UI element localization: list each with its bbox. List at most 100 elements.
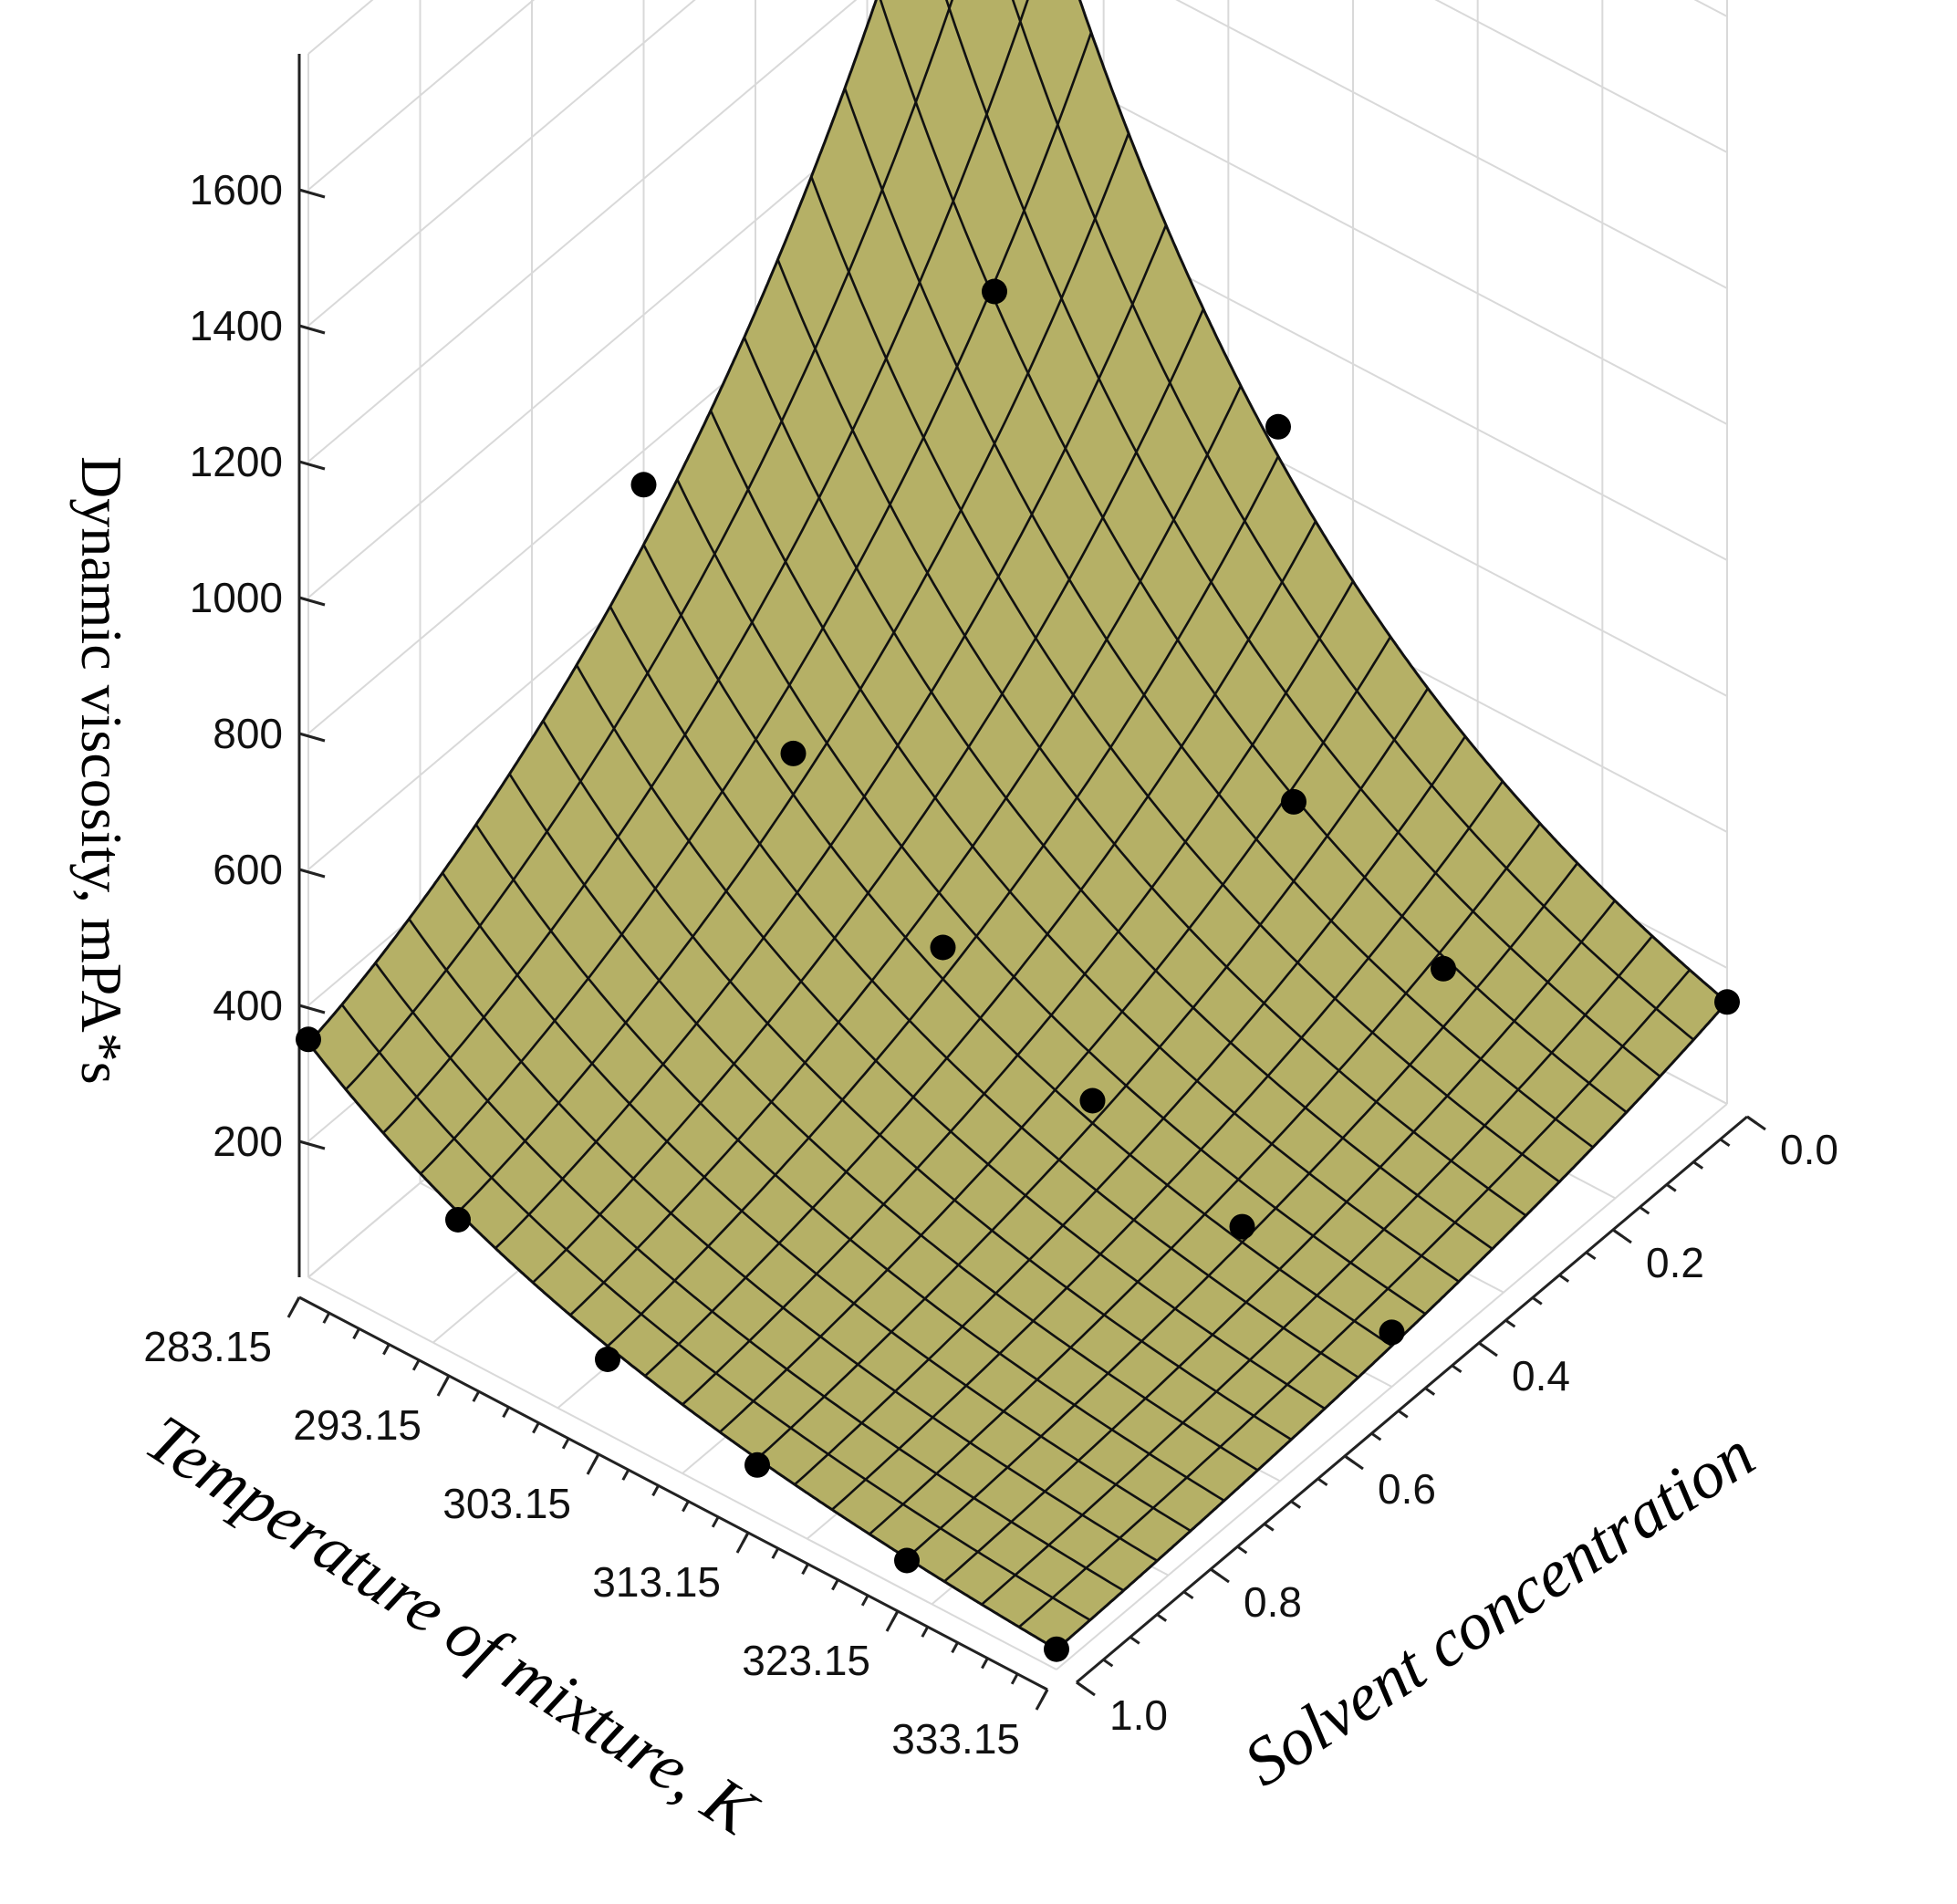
y-minor-tick xyxy=(1129,1636,1140,1645)
y-minor-tick xyxy=(1558,1274,1570,1283)
x-minor-tick xyxy=(352,1327,360,1340)
x-tick-label: 313.15 xyxy=(592,1558,721,1606)
y-minor-tick xyxy=(1451,1364,1463,1374)
y-minor-tick xyxy=(1317,1477,1328,1487)
x-minor-tick xyxy=(621,1469,630,1481)
z-axis-title: Dynamic viscosity, mPA*s xyxy=(69,456,134,1085)
y-minor-tick xyxy=(1719,1138,1731,1148)
x-axis-line xyxy=(298,1295,1048,1691)
x-minor-tick xyxy=(771,1547,780,1559)
y-minor-tick xyxy=(1692,1160,1704,1170)
y-minor-tick xyxy=(1639,1205,1650,1215)
data-point xyxy=(1265,413,1291,440)
mesh-line-concentration xyxy=(676,479,1427,1316)
mesh-line-concentration xyxy=(508,773,1259,1472)
x-minor-tick xyxy=(890,1610,900,1622)
surface-fill xyxy=(307,0,1730,1651)
mesh-line-concentration xyxy=(609,606,1359,1379)
z-tick-label: 800 xyxy=(213,710,283,757)
x-minor-tick xyxy=(532,1421,540,1434)
x-minor-tick xyxy=(382,1343,390,1356)
y-minor-tick xyxy=(1370,1431,1382,1441)
y-minor-tick xyxy=(1210,1567,1221,1577)
data-point xyxy=(930,934,956,961)
data-point xyxy=(296,1026,321,1053)
x-minor-tick xyxy=(651,1484,660,1497)
data-point xyxy=(1431,955,1456,982)
y-tick-label: 0.2 xyxy=(1646,1239,1704,1286)
z-tick-label: 600 xyxy=(213,846,283,893)
x-minor-tick xyxy=(411,1359,421,1371)
data-point xyxy=(595,1347,620,1372)
x-minor-tick xyxy=(1010,1673,1019,1685)
y-minor-tick xyxy=(1504,1318,1516,1328)
y-minor-tick xyxy=(1665,1183,1677,1192)
mesh-line-concentration xyxy=(945,0,1661,1077)
data-point xyxy=(1229,1213,1255,1240)
grid-line-floor xyxy=(1056,1103,1728,1670)
data-point xyxy=(445,1207,471,1233)
y-minor-tick xyxy=(1344,1454,1355,1464)
z-tick-mark xyxy=(298,596,326,607)
data-point xyxy=(1281,788,1306,815)
x-minor-tick xyxy=(502,1406,510,1419)
x-minor-tick xyxy=(860,1595,869,1607)
y-minor-tick xyxy=(1290,1500,1302,1509)
y-minor-tick xyxy=(1263,1523,1275,1532)
y-minor-tick xyxy=(1531,1296,1543,1306)
y-minor-tick xyxy=(1156,1613,1168,1622)
x-minor-tick xyxy=(292,1296,301,1308)
viscosity-surface xyxy=(307,0,1730,1651)
y-minor-tick xyxy=(1612,1228,1623,1238)
mesh-line-concentration xyxy=(575,664,1326,1410)
measured-points xyxy=(296,278,1740,1662)
z-tick-label: 1200 xyxy=(190,438,283,485)
mesh-line-concentration xyxy=(441,871,1192,1533)
x-minor-tick xyxy=(1040,1689,1049,1701)
mesh-line-concentration xyxy=(709,410,1460,1283)
mesh-line-concentration xyxy=(1011,0,1695,1041)
mesh-line-concentration xyxy=(879,0,1628,1114)
z-tick-label: 1600 xyxy=(190,166,283,213)
mesh-line-concentration xyxy=(776,259,1527,1217)
data-point xyxy=(1379,1319,1405,1346)
y-tick-label: 0.0 xyxy=(1780,1126,1838,1173)
mesh-line-concentration xyxy=(810,176,1561,1183)
z-tick-mark xyxy=(298,868,326,879)
y-minor-tick xyxy=(1236,1545,1248,1555)
x-tick-label: 293.15 xyxy=(293,1401,422,1449)
z-tick-mark xyxy=(298,1139,326,1150)
data-point xyxy=(744,1451,770,1478)
mesh-line-concentration xyxy=(374,962,1125,1592)
z-tick-mark xyxy=(298,460,326,471)
data-point xyxy=(780,740,807,766)
x-minor-tick xyxy=(322,1312,331,1324)
mesh-line-concentration xyxy=(642,544,1393,1347)
x-minor-tick xyxy=(711,1516,720,1528)
x-axis-title: Temperature of mixture, K xyxy=(133,1400,771,1851)
z-tick-mark xyxy=(298,188,326,199)
y-minor-tick xyxy=(1478,1341,1489,1351)
x-tick-label: 283.15 xyxy=(143,1323,272,1370)
x-minor-tick xyxy=(472,1390,481,1402)
data-point xyxy=(630,472,657,498)
mesh-line-concentration xyxy=(408,918,1158,1562)
x-minor-tick xyxy=(951,1641,959,1654)
z-tick-label: 1400 xyxy=(190,302,283,349)
y-axis-line xyxy=(1076,1115,1748,1684)
y-tick-label: 0.6 xyxy=(1378,1465,1436,1513)
mesh-line-concentration xyxy=(743,337,1494,1250)
mesh-line-concentration xyxy=(474,824,1225,1503)
x-minor-tick xyxy=(682,1500,690,1513)
y-tick-label: 0.4 xyxy=(1512,1352,1570,1399)
y-minor-tick xyxy=(1397,1410,1409,1419)
data-point xyxy=(1079,1087,1106,1114)
z-tick-label: 400 xyxy=(213,982,283,1029)
mesh-line-concentration xyxy=(542,720,1292,1441)
y-axis-title: Solvent concentration xyxy=(1232,1417,1768,1801)
x-minor-tick xyxy=(591,1453,600,1465)
x-minor-tick xyxy=(921,1626,930,1638)
z-tick-mark xyxy=(298,324,326,335)
